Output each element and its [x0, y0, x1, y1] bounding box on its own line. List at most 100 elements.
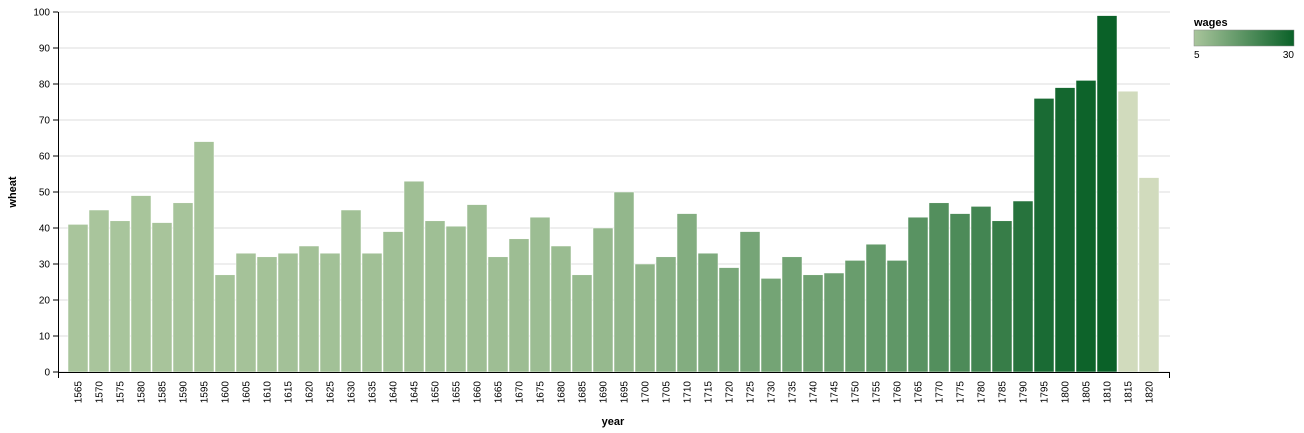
bar-1580 [130, 195, 152, 373]
x-tick-label: 1680 [557, 381, 568, 404]
x-tick-label: 1745 [830, 381, 841, 404]
bar-1815 [1117, 90, 1139, 373]
x-tick-label: 1800 [1061, 381, 1072, 404]
bar-1655 [445, 225, 467, 373]
x-tick-label: 1805 [1082, 381, 1093, 404]
x-tick-label: 1705 [662, 381, 673, 404]
x-tick-label: 1815 [1124, 381, 1135, 404]
bar-1660 [466, 204, 488, 373]
x-tick-label: 1600 [221, 381, 232, 404]
x-tick-label: 1640 [389, 381, 400, 404]
y-tick-label: 10 [39, 332, 51, 343]
bar-1605 [235, 252, 257, 373]
bar-1765 [907, 216, 929, 373]
bar-1715 [697, 252, 719, 373]
x-tick-label: 1575 [116, 381, 127, 404]
y-tick-label: 70 [39, 116, 51, 127]
bar-1650 [424, 220, 446, 373]
x-tick-label: 1650 [431, 381, 442, 404]
bar-1750 [844, 260, 866, 373]
bar-1740 [802, 274, 824, 373]
x-tick-label: 1630 [347, 381, 358, 404]
y-tick-label: 30 [39, 260, 51, 271]
x-tick-label: 1690 [599, 381, 610, 404]
x-tick-label: 1570 [95, 381, 106, 404]
bar-1770 [928, 202, 950, 373]
x-tick-label: 1590 [179, 381, 190, 404]
x-tick-label: 1660 [473, 381, 484, 404]
bar-1565 [67, 224, 89, 373]
bar-1680 [550, 245, 572, 373]
x-tick-label: 1625 [326, 381, 337, 404]
bar-1635 [361, 252, 383, 373]
bar-1710 [676, 213, 698, 373]
x-tick-label: 1775 [956, 381, 967, 404]
bar-1755 [865, 243, 887, 373]
bar-1810 [1096, 15, 1118, 373]
y-tick-label: 100 [33, 8, 50, 19]
x-tick-label: 1645 [410, 381, 421, 404]
x-tick-label: 1770 [935, 381, 946, 404]
bar-1695 [613, 191, 635, 373]
x-tick-label: 1700 [641, 381, 652, 404]
bar-1820 [1138, 177, 1160, 373]
bar-1590 [172, 202, 194, 373]
x-tick-label: 1715 [704, 381, 715, 404]
bar-1690 [592, 227, 614, 373]
y-tick-label: 50 [39, 188, 51, 199]
bar-1620 [298, 245, 320, 373]
bar-1805 [1075, 80, 1097, 373]
x-axis-title: year [602, 416, 625, 428]
bar-1630 [340, 209, 362, 373]
x-tick-label: 1665 [494, 381, 505, 404]
bar-1800 [1054, 87, 1076, 373]
x-tick-label: 1685 [578, 381, 589, 404]
x-tick-label: 1710 [683, 381, 694, 404]
bar-1785 [991, 220, 1013, 373]
x-tick-label: 1675 [536, 381, 547, 404]
x-tick-label: 1695 [620, 381, 631, 404]
x-tick-label: 1605 [242, 381, 253, 404]
x-tick-label: 1580 [137, 381, 148, 404]
wages-color-legend: wages 5 30 [1193, 17, 1294, 61]
bar-1595 [193, 141, 215, 373]
bar-1625 [319, 252, 341, 373]
y-tick-label: 20 [39, 296, 51, 307]
legend-gradient-bar [1193, 29, 1295, 47]
x-tick-label: 1780 [977, 381, 988, 404]
bar-1795 [1033, 98, 1055, 373]
x-tick-label: 1765 [914, 381, 925, 404]
bar-1615 [277, 252, 299, 373]
x-tick-label: 1755 [872, 381, 883, 404]
x-tick-label: 1620 [305, 381, 316, 404]
bar-1570 [88, 209, 110, 373]
bar-1780 [970, 206, 992, 373]
x-tick-label: 1820 [1145, 381, 1156, 404]
x-tick-label: 1785 [998, 381, 1009, 404]
x-tick-label: 1790 [1019, 381, 1030, 404]
bar-1575 [109, 220, 131, 373]
y-tick-label: 80 [39, 80, 51, 91]
bar-1725 [739, 231, 761, 373]
x-tick-label: 1730 [767, 381, 778, 404]
y-axis-title: wheat [7, 176, 19, 209]
bar-1735 [781, 256, 803, 373]
x-tick-label: 1585 [158, 381, 169, 404]
bar-1610 [256, 256, 278, 373]
bar-1675 [529, 216, 551, 373]
bar-1790 [1012, 200, 1034, 373]
bar-1730 [760, 278, 782, 373]
bar-1720 [718, 267, 740, 373]
x-tick-label: 1615 [284, 381, 295, 404]
y-tick-label: 60 [39, 152, 51, 163]
x-tick-label: 1720 [725, 381, 736, 404]
x-tick-label: 1740 [809, 381, 820, 404]
legend-max-label: 30 [1283, 50, 1295, 61]
bar-1600 [214, 274, 236, 373]
x-tick-label: 1565 [74, 381, 85, 404]
bar-1670 [508, 238, 530, 373]
bar-1640 [382, 231, 404, 373]
legend-min-label: 5 [1194, 50, 1200, 61]
y-tick-label: 90 [39, 44, 51, 55]
